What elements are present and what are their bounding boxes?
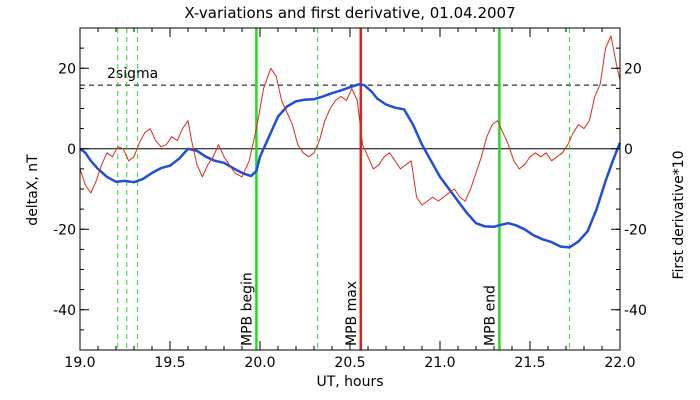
deltax-line (79, 83, 622, 249)
x-tick-label: 21.0 (424, 355, 455, 371)
y-tick-label-left: -20 (53, 222, 76, 238)
derivative-line (79, 35, 621, 206)
right-y-axis-label: First derivative*10 (671, 150, 687, 279)
y-tick-label-left: -40 (53, 303, 76, 319)
left-y-axis-label: deltaX, nT (25, 154, 41, 226)
y-tick-label-right: 0 (624, 142, 633, 158)
y-tick-label-right: -20 (624, 222, 647, 238)
x-tick-label: 19.5 (154, 355, 185, 371)
y-tick-label-right: 20 (624, 61, 642, 77)
x-tick-label: 21.5 (514, 355, 545, 371)
x-tick-label: 19.0 (64, 355, 95, 371)
mpb-begin-label: MPB begin (239, 272, 255, 346)
sigma-label: 2sigma (107, 66, 158, 82)
y-tick-label-right: -40 (624, 303, 647, 319)
y-tick-label-left: 20 (58, 61, 76, 77)
x-tick-label: 20.5 (334, 355, 365, 371)
chart-title: X-variations and first derivative, 01.04… (184, 4, 515, 22)
mpb-end-label: MPB end (482, 285, 498, 346)
x-axis-label: UT, hours (316, 374, 383, 390)
x-tick-label: 20.0 (244, 355, 275, 371)
x-tick-label: 22.0 (604, 355, 635, 371)
reference-lines: 2sigma MPB begin MPB max MPB end (80, 28, 620, 350)
axes-layer: 19.0 19.5 20.0 20.5 21.0 21.5 22.0 20 20 0 0 -20 -20… (53, 27, 647, 371)
y-tick-label-left: 0 (67, 142, 76, 158)
mpb-max-label: MPB max (344, 281, 360, 346)
series-layer (79, 35, 622, 249)
